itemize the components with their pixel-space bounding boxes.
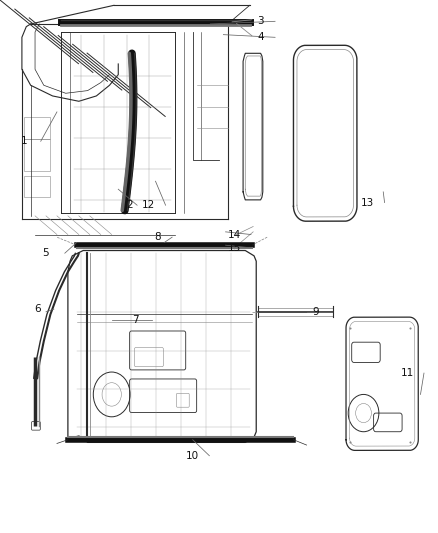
Text: 15: 15 bbox=[228, 243, 241, 253]
Text: 6: 6 bbox=[34, 304, 41, 314]
Text: 4: 4 bbox=[257, 33, 264, 42]
Text: 2: 2 bbox=[126, 200, 133, 210]
Text: 1: 1 bbox=[21, 136, 28, 146]
Text: 3: 3 bbox=[257, 17, 264, 26]
Text: 5: 5 bbox=[42, 248, 49, 258]
Text: 14: 14 bbox=[228, 230, 241, 239]
Text: 9: 9 bbox=[312, 307, 319, 317]
Text: 11: 11 bbox=[401, 368, 414, 378]
Text: 7: 7 bbox=[132, 315, 139, 325]
Text: 12: 12 bbox=[142, 200, 155, 210]
Text: 13: 13 bbox=[361, 198, 374, 207]
Text: 8: 8 bbox=[154, 232, 161, 242]
Text: 10: 10 bbox=[186, 451, 199, 461]
